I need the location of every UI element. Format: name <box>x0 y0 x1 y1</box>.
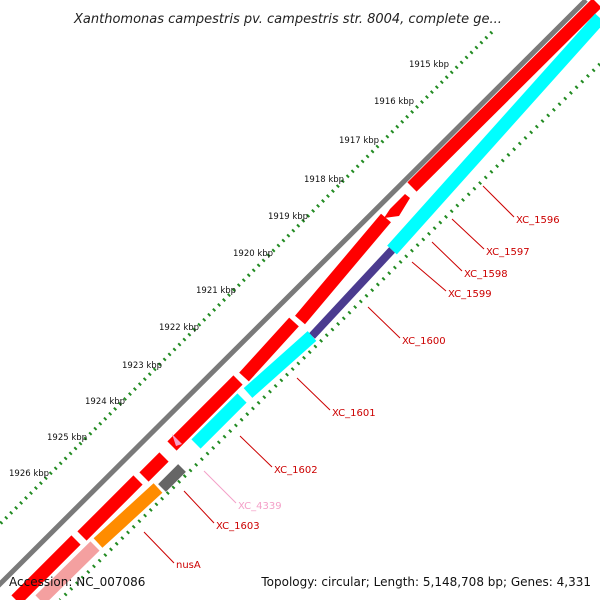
gene-label: XC_1599 <box>448 289 492 300</box>
reverse-gene-highlight <box>309 247 395 339</box>
kbp-label: 1922 kbp <box>159 323 199 333</box>
kbp-label: 1926 kbp <box>9 469 49 479</box>
gene-label: XC_4339 <box>238 501 282 512</box>
forward-gene <box>11 535 81 600</box>
kbp-label: 1918 kbp <box>304 175 344 185</box>
genome-summary-text: Topology: circular; Length: 5,148,708 bp… <box>260 575 591 589</box>
inner-tick-ring <box>58 62 600 600</box>
kbp-label: 1919 kbp <box>268 212 308 222</box>
kbp-scale: 1915 kbp 1916 kbp 1917 kbp 1918 kbp 1919… <box>9 60 449 479</box>
nusA-gene <box>93 483 163 548</box>
reverse-gene-track <box>35 13 600 600</box>
gene-label: XC_1598 <box>464 269 508 280</box>
gene-label: XC_1597 <box>486 247 530 258</box>
kbp-label: 1916 kbp <box>374 97 414 107</box>
map-title: Xanthomonas campestris pv. campestris st… <box>73 12 502 27</box>
forward-gene <box>139 452 169 482</box>
kbp-label: 1915 kbp <box>409 60 449 70</box>
backbone-ring <box>0 0 588 588</box>
forward-gene <box>384 194 410 218</box>
forward-gene <box>407 0 600 192</box>
grey-gene <box>158 464 186 492</box>
kbp-label: 1925 kbp <box>47 433 87 443</box>
pink-gene <box>172 434 182 446</box>
forward-gene <box>167 375 243 451</box>
gene-label: XC_1601 <box>332 408 376 419</box>
kbp-label: 1924 kbp <box>85 397 125 407</box>
reverse-gene <box>243 331 317 398</box>
gene-leader-lines <box>143 185 515 564</box>
accession-text: Accession: NC_007086 <box>9 575 145 589</box>
gene-label: XC_1602 <box>274 465 318 476</box>
gene-label: XC_1596 <box>516 215 560 226</box>
forward-gene <box>239 317 299 382</box>
gene-label: XC_1603 <box>216 521 260 532</box>
outer-tick-ring <box>0 30 494 526</box>
reverse-gene <box>191 393 247 449</box>
gene-labels: XC_1596 XC_1597 XC_1598 XC_1599 XC_1600 … <box>176 215 560 571</box>
gene-label: nusA <box>176 560 201 571</box>
reverse-gene <box>387 13 600 255</box>
pink-gene <box>35 541 100 600</box>
forward-gene <box>295 213 391 325</box>
forward-gene <box>77 475 143 541</box>
kbp-label: 1923 kbp <box>122 361 162 371</box>
forward-gene-track <box>11 0 600 600</box>
kbp-label: 1917 kbp <box>339 136 379 146</box>
kbp-label: 1920 kbp <box>233 249 273 259</box>
gene-label: XC_1600 <box>402 336 446 347</box>
kbp-label: 1921 kbp <box>196 286 236 296</box>
